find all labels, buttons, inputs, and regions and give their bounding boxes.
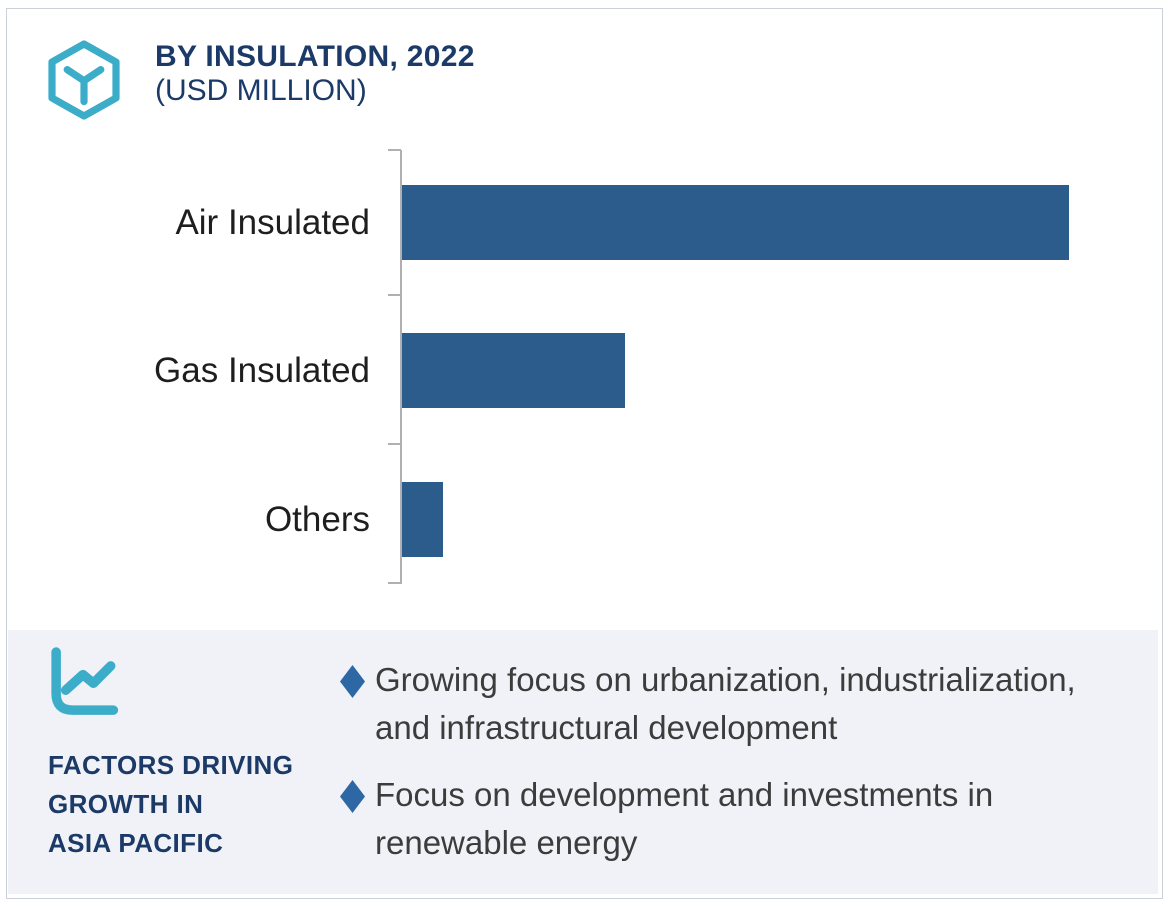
diamond-bullet-icon	[340, 665, 365, 698]
hexagon-y-logo-icon	[48, 40, 120, 120]
category-label: Others	[264, 500, 370, 539]
diamond-bullet-icon	[340, 780, 365, 813]
bar-air-insulated	[402, 185, 1069, 260]
y-axis-line	[400, 150, 402, 584]
chart-title: BY INSULATION, 2022	[155, 40, 475, 73]
factors-heading: FACTORS DRIVING GROWTH IN ASIA PACIFIC	[48, 750, 294, 858]
chart-subtitle: (USD MILLION)	[155, 74, 367, 107]
bar-gas-insulated	[402, 333, 625, 408]
axis-tick	[388, 294, 401, 296]
bar-others	[402, 482, 443, 557]
chart-header: BY INSULATION, 2022 (USD MILLION)	[155, 40, 475, 108]
axis-tick	[388, 443, 401, 445]
line-chart-icon	[51, 647, 119, 715]
factor-text: Growing focus on urbanization, industria…	[375, 661, 1076, 746]
category-label: Gas Insulated	[154, 351, 370, 390]
axis-tick	[388, 582, 401, 584]
axis-tick	[388, 149, 401, 151]
factor-bullet: Growing focus on urbanization, industria…	[340, 656, 1076, 752]
category-label: Air Insulated	[175, 203, 370, 242]
factor-bullet: Focus on development and investments in …	[340, 771, 993, 867]
factor-text: Focus on development and investments in …	[375, 776, 994, 861]
factors-panel	[8, 630, 1158, 894]
